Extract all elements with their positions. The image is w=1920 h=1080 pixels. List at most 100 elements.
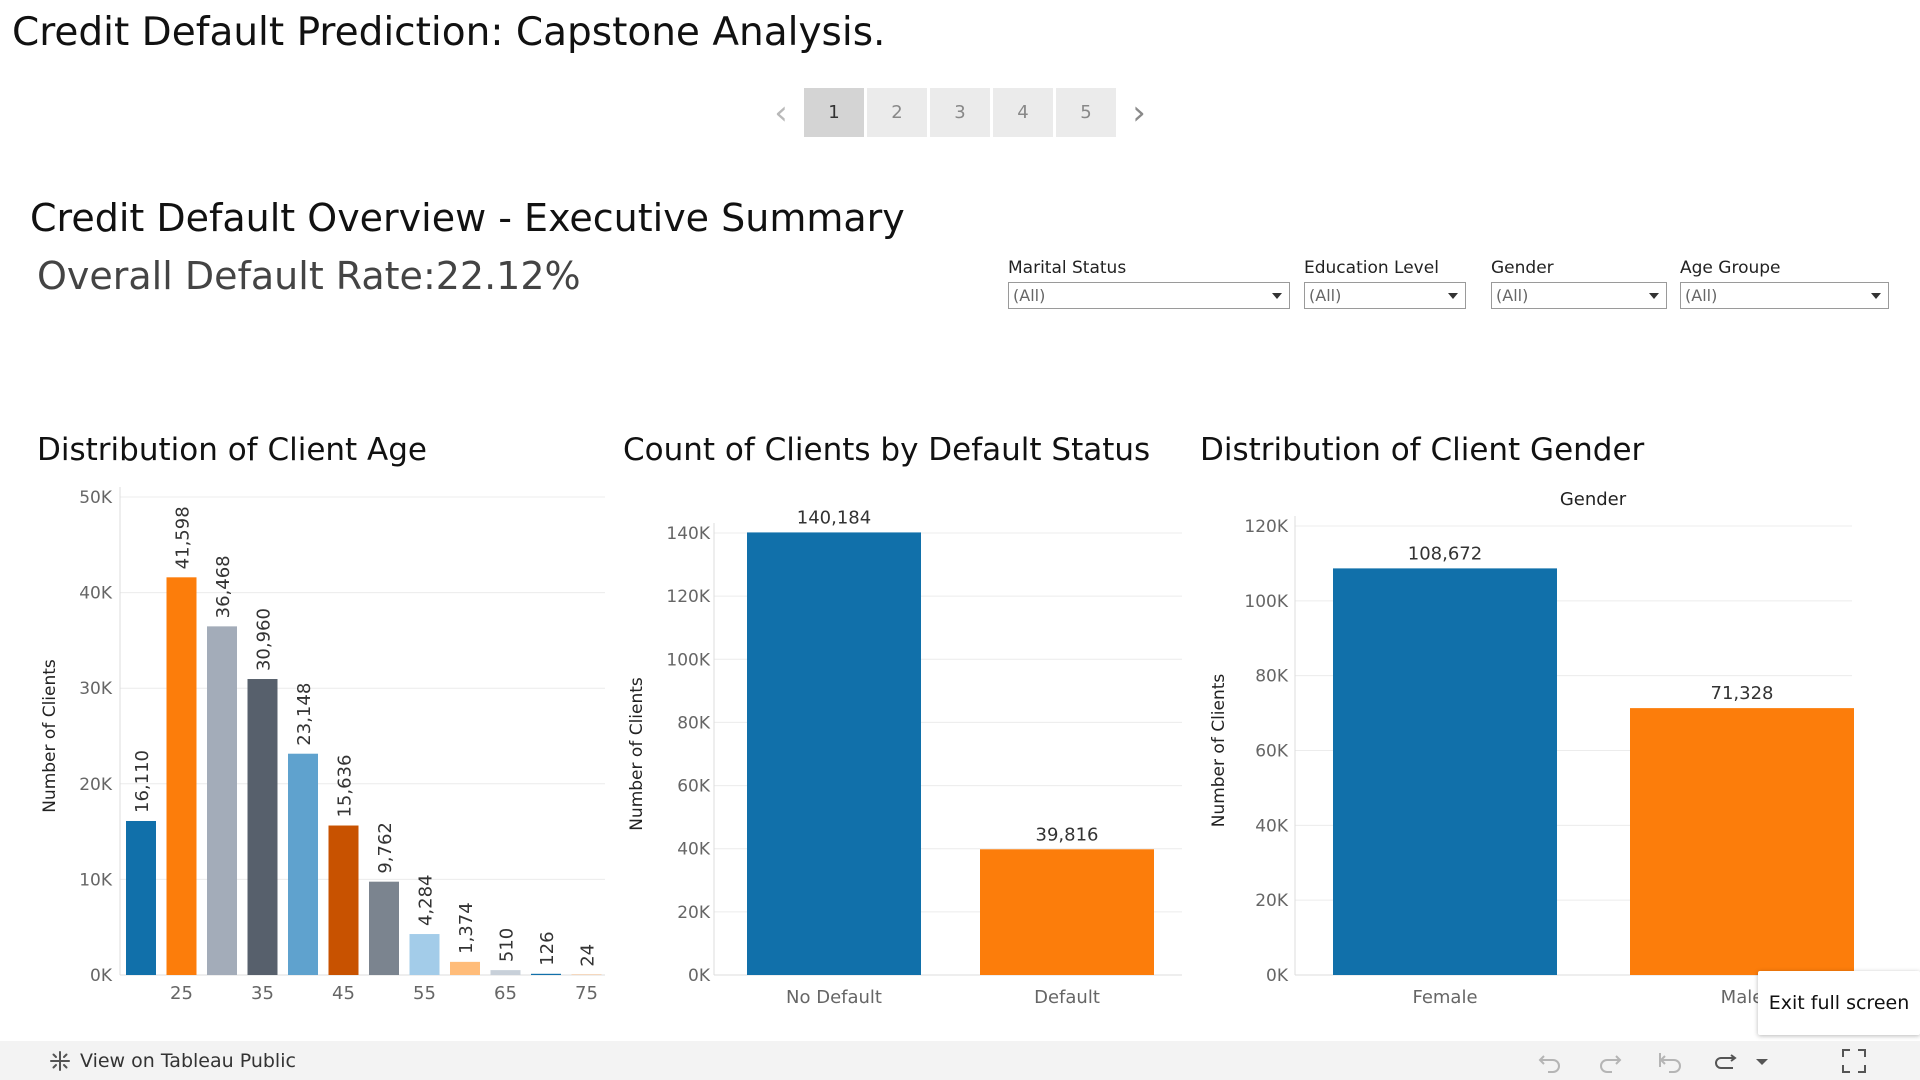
default-status-data-label: 39,816 xyxy=(1036,824,1099,845)
story-point-5[interactable]: 5 xyxy=(1056,88,1116,137)
dropdown-caret-icon xyxy=(1871,293,1881,299)
previous-point-arrow-icon[interactable]: ‹ xyxy=(774,92,788,133)
age-bar-data-label: 36,468 xyxy=(213,555,234,618)
age-chart-title: Distribution of Client Age xyxy=(37,432,427,468)
y-tick-label: 60K xyxy=(677,777,711,797)
y-tick-label: 40K xyxy=(1255,816,1289,836)
view-on-tableau-public-link[interactable]: View on Tableau Public xyxy=(48,1049,296,1073)
age-bar-data-label: 23,148 xyxy=(294,683,315,746)
y-tick-label: 140K xyxy=(666,524,710,544)
y-tick-label: 80K xyxy=(677,713,711,733)
age-bar xyxy=(288,753,318,975)
story-point-3[interactable]: 3 xyxy=(930,88,990,137)
dropdown-value: (All) xyxy=(1496,286,1529,305)
story-point-1[interactable]: 1 xyxy=(804,88,864,137)
x-category-label: Male xyxy=(1721,987,1764,1008)
story-point-4[interactable]: 4 xyxy=(993,88,1053,137)
x-tick-label: 45 xyxy=(332,983,355,1004)
gender-bar xyxy=(1333,568,1557,975)
dropdown-value: (All) xyxy=(1309,286,1342,305)
age-bar-data-label: 126 xyxy=(537,931,558,965)
default-status-chart: 0K 20K 40K 60K 80K 100K 120K 140K Number of Clie… xyxy=(627,507,1182,1008)
bottom-toolbar: View on Tableau Public xyxy=(0,1041,1920,1080)
y-tick-label: 100K xyxy=(1244,592,1288,612)
age-bar xyxy=(490,970,521,975)
age-bar xyxy=(126,820,156,975)
filter-label: Marital Status xyxy=(1008,258,1127,278)
education-level-dropdown[interactable]: (All) xyxy=(1304,282,1466,309)
x-tick-label: 65 xyxy=(494,983,517,1004)
revert-icon[interactable] xyxy=(1656,1047,1684,1075)
x-category-label: Default xyxy=(1034,987,1100,1008)
filter-gender: Gender (All) xyxy=(1491,258,1667,309)
x-category-label: No Default xyxy=(786,987,882,1008)
story-point-2[interactable]: 2 xyxy=(867,88,927,137)
y-tick-label: 10K xyxy=(79,870,113,890)
gender-data-label: 108,672 xyxy=(1408,543,1482,564)
y-tick-label: 0K xyxy=(90,966,113,986)
age-groupe-dropdown[interactable]: (All) xyxy=(1680,282,1889,309)
y-tick-label: 40K xyxy=(79,584,113,604)
y-axis-title: Number of Clients xyxy=(1209,674,1229,828)
fullscreen-icon[interactable] xyxy=(1840,1047,1868,1075)
age-bar xyxy=(247,679,278,975)
redo-icon[interactable] xyxy=(1596,1047,1624,1075)
y-tick-label: 0K xyxy=(1266,966,1289,986)
gender-column-header: Gender xyxy=(1560,489,1627,510)
dropdown-caret-icon xyxy=(1272,293,1282,299)
gender-data-label: 71,328 xyxy=(1711,683,1774,704)
filter-label: Age Groupe xyxy=(1680,258,1781,278)
age-bar-data-label: 9,762 xyxy=(375,822,396,874)
refresh-icon[interactable] xyxy=(1712,1047,1740,1075)
y-tick-label: 60K xyxy=(1255,742,1289,762)
gender-bar xyxy=(1630,708,1854,975)
x-tick-label: 35 xyxy=(251,983,274,1004)
y-tick-label: 100K xyxy=(666,650,710,670)
age-bar xyxy=(328,825,359,975)
y-tick-label: 40K xyxy=(677,840,711,860)
dropdown-arrow-icon[interactable] xyxy=(1748,1047,1776,1075)
age-bar-data-label: 16,110 xyxy=(132,750,153,813)
x-category-label: Female xyxy=(1412,987,1477,1008)
dropdown-caret-icon xyxy=(1448,293,1458,299)
age-bar-data-label: 30,960 xyxy=(254,608,275,671)
y-axis-title: Number of Clients xyxy=(40,659,60,813)
dashboard-title: Credit Default Overview - Executive Summ… xyxy=(30,196,905,240)
rate-value: 22.12% xyxy=(435,254,581,298)
age-bar-data-label: 15,636 xyxy=(335,755,356,818)
default-status-data-label: 140,184 xyxy=(797,507,871,528)
next-point-arrow-icon[interactable]: › xyxy=(1132,92,1146,133)
marital-status-dropdown[interactable]: (All) xyxy=(1008,282,1290,309)
filter-education-level: Education Level (All) xyxy=(1304,258,1466,309)
x-tick-label: 25 xyxy=(170,983,193,1004)
filter-label: Gender xyxy=(1491,258,1554,278)
age-bar-data-label: 4,284 xyxy=(416,875,437,927)
exit-full-screen-tooltip[interactable]: Exit full screen xyxy=(1758,971,1920,1035)
age-bar-data-label: 1,374 xyxy=(456,902,477,954)
dropdown-value: (All) xyxy=(1013,286,1046,305)
age-bar xyxy=(369,881,399,975)
age-distribution-chart: 0K 10K 20K 30K 40K 50K Number of Clients 16,110… xyxy=(40,487,605,1004)
age-bar xyxy=(409,934,440,975)
undo-icon[interactable] xyxy=(1536,1047,1564,1075)
age-bar xyxy=(531,973,561,975)
age-bar-data-label: 510 xyxy=(497,928,518,962)
age-bar xyxy=(166,577,197,975)
overall-default-rate: Overall Default Rate:22.12% xyxy=(37,254,581,298)
default-status-chart-title: Count of Clients by Default Status xyxy=(623,432,1151,468)
default-status-bar xyxy=(747,532,921,975)
story-title: Credit Default Prediction: Capstone Anal… xyxy=(12,10,886,55)
x-tick-label: 55 xyxy=(413,983,436,1004)
gender-distribution-chart: 0K 20K 40K 60K 80K 100K 120K Number of Clients G… xyxy=(1209,489,1854,1008)
default-status-bar xyxy=(980,849,1154,975)
dropdown-caret-icon xyxy=(1649,293,1659,299)
age-bar xyxy=(450,961,480,975)
gender-dropdown[interactable]: (All) xyxy=(1491,282,1667,309)
dropdown-value: (All) xyxy=(1685,286,1718,305)
filter-marital-status: Marital Status (All) xyxy=(1008,258,1290,309)
y-tick-label: 0K xyxy=(688,966,711,986)
y-tick-label: 120K xyxy=(1244,517,1288,537)
age-bar xyxy=(207,626,237,975)
y-tick-label: 20K xyxy=(79,775,113,795)
tableau-logo-icon xyxy=(50,1051,70,1071)
